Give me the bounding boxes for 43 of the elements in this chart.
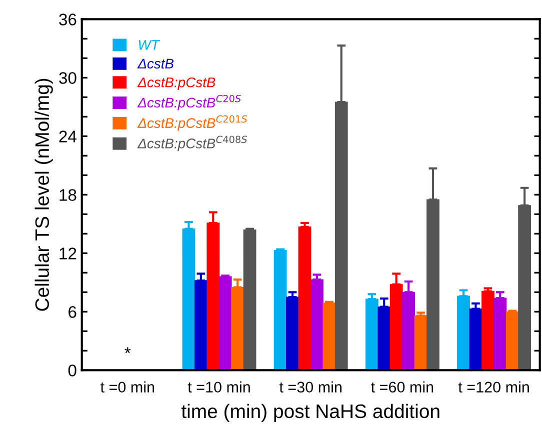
- bar: [378, 306, 391, 370]
- x-tick-label: t =10 min: [188, 381, 250, 393]
- y-tick-label: 24: [59, 130, 76, 142]
- bar: [518, 205, 532, 370]
- bar: [274, 250, 287, 370]
- bar: [194, 280, 208, 370]
- y-tick-label: 36: [59, 14, 76, 26]
- bar: [457, 296, 470, 370]
- legend-label: ΔcstB:pCstB$^{C408S}$: [137, 136, 248, 152]
- x-tick-label: t =0 min: [100, 381, 154, 393]
- legend-label: ΔcstB:pCstB$^{C201S}$: [137, 115, 248, 131]
- legend-label: ΔcstB: [137, 58, 174, 69]
- y-tick-label: 0: [68, 364, 76, 376]
- bar: [481, 290, 494, 370]
- bar: [365, 298, 378, 370]
- x-tick-label: t =30 min: [279, 381, 342, 393]
- bar: [182, 228, 196, 370]
- bar: [243, 229, 256, 370]
- y-axis-title: Cellular TS level (nMol/mg): [34, 78, 53, 311]
- bar: [218, 276, 232, 370]
- bar: [494, 298, 507, 370]
- y-tick-label: 30: [59, 72, 76, 84]
- x-tick-label: t =60 min: [371, 381, 434, 393]
- legend-label: ΔcstB:pCstB$^{C20S}$: [137, 94, 241, 110]
- x-axis-title: time (min) post NaHS addition: [181, 404, 440, 422]
- bar: [298, 226, 312, 370]
- bar: [322, 302, 336, 370]
- bar: [402, 292, 415, 370]
- bar: [310, 279, 324, 370]
- bar: [390, 284, 403, 370]
- legend-label: WT: [138, 40, 160, 50]
- bar: [206, 222, 220, 370]
- bar: [231, 286, 244, 370]
- bar: [286, 296, 299, 370]
- y-tick-label: 6: [68, 306, 76, 318]
- bar: [469, 308, 482, 370]
- annotation: *: [124, 347, 131, 354]
- bar: [426, 199, 440, 370]
- y-tick-label: 18: [60, 189, 76, 201]
- x-tick-label: t =120 min: [458, 381, 529, 393]
- bar: [334, 102, 348, 370]
- y-tick-label: 12: [60, 248, 76, 260]
- legend-label: ΔcstB:pCstB: [137, 77, 216, 90]
